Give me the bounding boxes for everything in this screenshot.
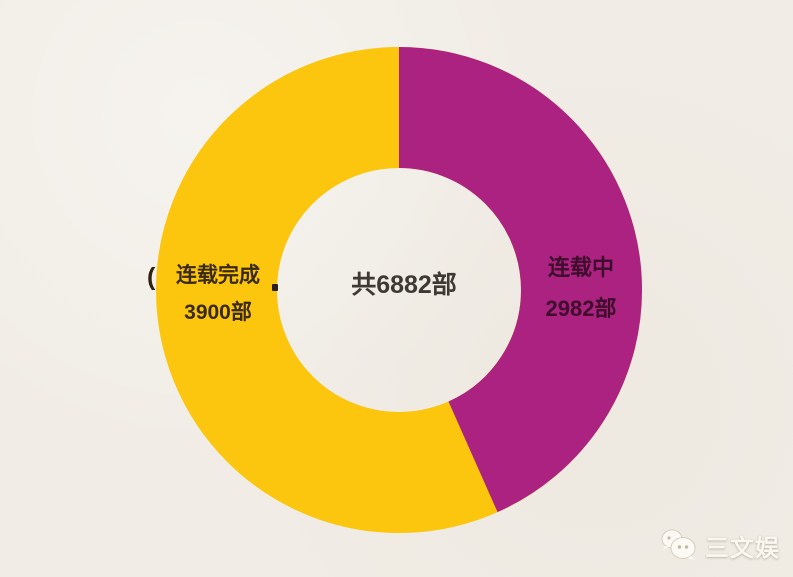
slice-label-completed: 连载完成 3900部 <box>133 261 303 328</box>
slice-label-ongoing-name: 连载中 <box>547 255 614 280</box>
watermark-brand: 三文娱 <box>705 534 780 562</box>
donut-slice-ongoing <box>156 47 642 533</box>
watermark: 三文娱 <box>658 527 780 563</box>
slice-label-completed-value: 3900部 <box>184 301 252 324</box>
speck-artifact <box>272 284 278 291</box>
slice-label-completed-name: 连载完成 <box>176 264 260 287</box>
slice-label-ongoing: 连载中 2982部 <box>498 253 664 324</box>
donut-center-label: 共6882部 <box>351 271 457 299</box>
clipped-label-artifact: ( <box>147 263 156 291</box>
slice-label-ongoing-value: 2982部 <box>545 296 617 321</box>
chat-bubbles-icon <box>661 529 696 560</box>
